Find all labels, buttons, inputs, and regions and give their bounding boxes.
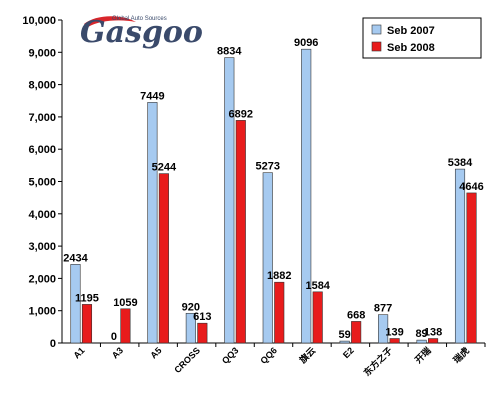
y-tick-label: 9,000 [28, 47, 56, 59]
x-tick-label: 瑞虎 [451, 345, 472, 366]
data-label: 7449 [140, 90, 164, 102]
bar-seb-2007 [301, 48, 312, 344]
data-label: 89 [415, 328, 427, 340]
data-label: 1584 [305, 280, 330, 292]
data-label: 0 [111, 331, 117, 343]
bar-seb-2008 [389, 338, 400, 344]
logo-wordmark: Gasgoo [80, 15, 203, 50]
logo-tagline: Global Auto Sources [112, 16, 167, 22]
bar-seb-2007 [185, 312, 196, 344]
y-tick-label: 4,000 [28, 209, 56, 221]
data-label: 1059 [113, 297, 137, 309]
y-tick-label: 3,000 [28, 241, 56, 253]
data-label: 9096 [294, 37, 318, 49]
data-label: 8834 [217, 46, 242, 58]
data-label: 668 [347, 309, 365, 321]
x-tick-label: QQ3 [220, 345, 241, 366]
bars [70, 48, 477, 344]
data-label: 138 [424, 327, 442, 339]
y-tick-label: 5,000 [28, 177, 56, 189]
legend-label: Seb 2008 [387, 42, 435, 54]
x-tick-label: A1 [71, 345, 86, 360]
data-label: 1882 [267, 270, 291, 282]
data-label: 5273 [256, 161, 280, 173]
data-label: 2434 [63, 252, 88, 264]
x-tick-label: E2 [341, 345, 356, 360]
bar-seb-2008 [120, 308, 131, 344]
bar-seb-2007 [378, 314, 389, 344]
data-label: 59 [339, 329, 351, 341]
y-tick-label: 2,000 [28, 273, 56, 285]
data-label: 139 [385, 327, 403, 339]
y-tick-label: 1,000 [28, 306, 56, 318]
bar-seb-2008 [197, 322, 208, 344]
logo-swoosh-icon [84, 16, 136, 27]
bar-seb-2007 [224, 57, 235, 344]
x-tick-label: A5 [148, 345, 163, 360]
y-tick-label: 10,000 [22, 15, 56, 27]
bar-seb-2007 [147, 102, 158, 344]
data-label: 1195 [75, 292, 99, 304]
data-label: 5244 [152, 162, 177, 174]
bar-seb-2008 [235, 120, 246, 344]
x-tick-label: 旗云 [297, 345, 318, 366]
bar-seb-2007 [416, 339, 427, 344]
data-label: 6892 [229, 108, 253, 120]
bar-seb-2008 [81, 304, 93, 344]
bar-seb-2008 [466, 192, 477, 344]
data-label: 4646 [459, 181, 483, 193]
legend-swatch [371, 41, 382, 52]
y-tick-label: 0 [50, 338, 56, 350]
y-tick-label: 7,000 [28, 112, 56, 124]
bar-seb-2007 [70, 264, 81, 344]
legend: Seb 2007 Seb 2008 [362, 17, 482, 59]
legend-label: Seb 2007 [387, 25, 435, 37]
data-label: 5384 [448, 157, 473, 169]
bar-seb-2008 [158, 173, 169, 344]
gasgoo-logo: Global Auto Sources Gasgoo [80, 15, 203, 50]
legend-swatch [371, 24, 382, 35]
bar-seb-2008 [312, 291, 323, 344]
x-tick-label: QQ6 [258, 345, 279, 366]
x-tick-label: 开瑞 [412, 345, 433, 366]
bar-seb-2008 [428, 338, 439, 344]
bar-seb-2007 [262, 172, 273, 344]
bar-seb-2007 [454, 168, 466, 344]
data-label: 920 [182, 301, 200, 313]
bar-seb-2008 [351, 321, 362, 344]
bar-seb-2007 [339, 340, 350, 344]
bar-seb-2008 [274, 281, 285, 344]
x-tick-label: CROSS [172, 345, 202, 375]
x-tick-label: 东方之子 [361, 345, 394, 378]
y-tick-label: 8,000 [28, 80, 56, 92]
data-label: 877 [374, 303, 392, 315]
data-label: 613 [193, 311, 211, 323]
y-tick-label: 6,000 [28, 144, 56, 156]
x-tick-label: A3 [110, 345, 125, 360]
legend-box [362, 17, 482, 59]
